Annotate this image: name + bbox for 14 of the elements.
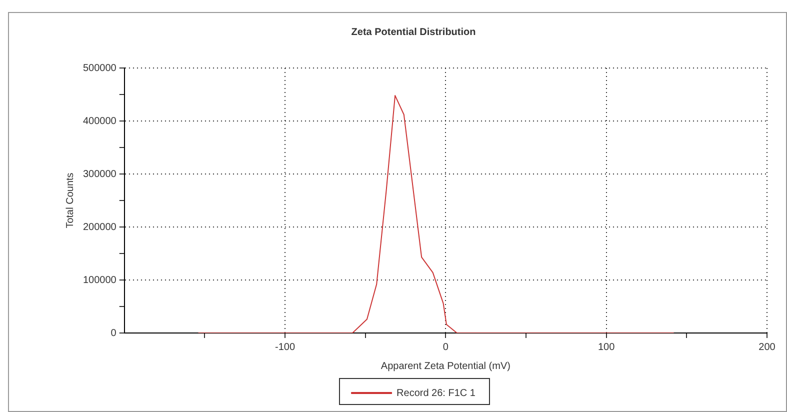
- chart-title: Zeta Potential Distribution: [351, 26, 476, 38]
- y-tick-label: 500000: [82, 62, 117, 74]
- y-tick-label: 300000: [82, 168, 117, 180]
- x-tick-label: 0: [442, 342, 449, 353]
- y-tick-label: 100000: [82, 274, 117, 286]
- legend-label: Record 26: F1C 1: [396, 388, 476, 399]
- y-tick-label: 200000: [82, 222, 117, 233]
- y-tick-label: 400000: [82, 116, 117, 127]
- x-tick-label: 200: [758, 342, 776, 353]
- x-tick-label: 100: [598, 342, 616, 353]
- x-tick-label: -100: [275, 342, 296, 353]
- y-tick-label: 0: [110, 328, 117, 339]
- x-axis-title: Apparent Zeta Potential (mV): [380, 360, 510, 372]
- y-axis-title: Total Counts: [64, 172, 76, 228]
